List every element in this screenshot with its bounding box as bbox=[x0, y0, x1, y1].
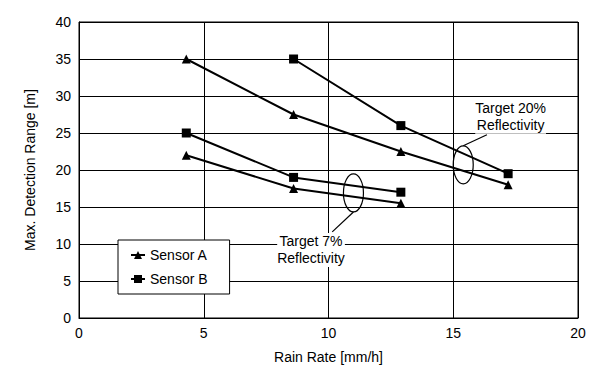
svg-text:Sensor A: Sensor A bbox=[150, 247, 207, 263]
svg-text:Rain Rate [mm/h]: Rain Rate [mm/h] bbox=[274, 349, 383, 365]
svg-text:15: 15 bbox=[55, 199, 71, 215]
svg-text:0: 0 bbox=[63, 310, 71, 326]
svg-text:10: 10 bbox=[321, 325, 337, 341]
svg-text:5: 5 bbox=[63, 273, 71, 289]
svg-text:Max. Detection Range [m]: Max. Detection Range [m] bbox=[22, 89, 38, 251]
svg-text:35: 35 bbox=[55, 51, 71, 67]
svg-text:20: 20 bbox=[55, 162, 71, 178]
svg-text:Sensor B: Sensor B bbox=[150, 271, 208, 287]
svg-text:40: 40 bbox=[55, 14, 71, 30]
svg-text:20: 20 bbox=[570, 325, 586, 341]
svg-text:Reflectivity: Reflectivity bbox=[277, 250, 345, 266]
svg-text:10: 10 bbox=[55, 236, 71, 252]
svg-text:5: 5 bbox=[200, 325, 208, 341]
svg-text:Target 7%: Target 7% bbox=[280, 233, 343, 249]
svg-text:Target 20%: Target 20% bbox=[475, 100, 546, 116]
svg-text:0: 0 bbox=[75, 325, 83, 341]
svg-text:15: 15 bbox=[445, 325, 461, 341]
svg-text:30: 30 bbox=[55, 88, 71, 104]
svg-text:25: 25 bbox=[55, 125, 71, 141]
svg-text:Reflectivity: Reflectivity bbox=[477, 117, 545, 133]
